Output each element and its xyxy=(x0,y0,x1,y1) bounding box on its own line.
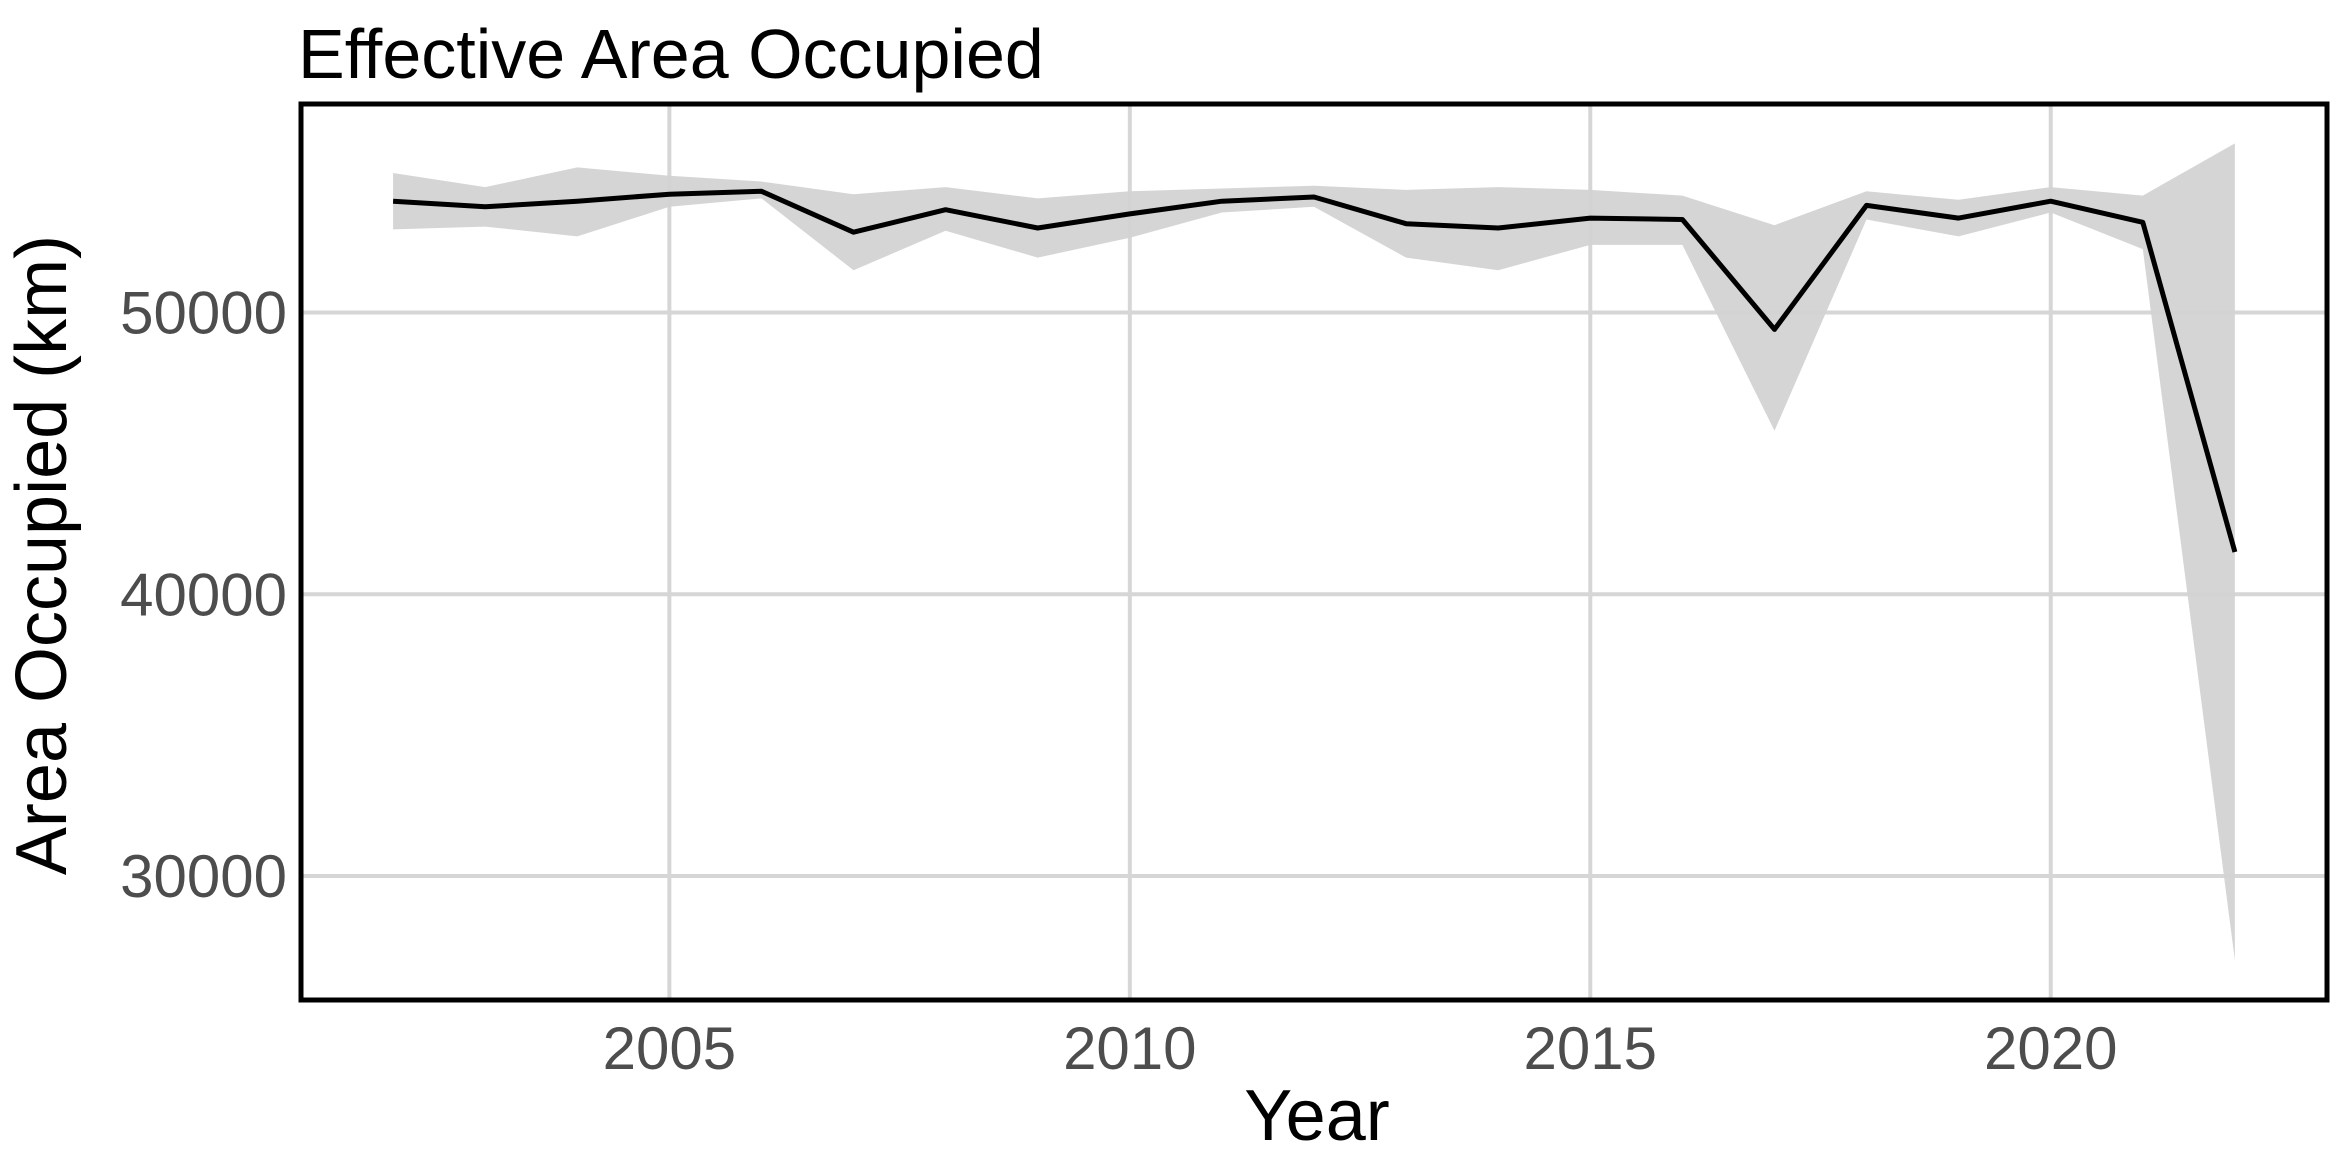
x-axis-label: Year xyxy=(1244,1076,1389,1156)
chart-title: Effective Area Occupied xyxy=(298,15,1044,93)
y-tick-label-40000: 40000 xyxy=(120,561,287,628)
confidence-ribbon xyxy=(393,143,2235,961)
y-tick-label-30000: 30000 xyxy=(120,843,287,910)
series-line xyxy=(392,188,2238,553)
y-axis-label: Area Occupied (km) xyxy=(2,235,82,875)
x-gridlines xyxy=(667,104,2053,1000)
y-tick-label-50000: 50000 xyxy=(120,280,287,347)
x-tick-label-2010: 2010 xyxy=(1063,1015,1196,1082)
y-gridlines xyxy=(301,310,2327,879)
x-tick-labels: 2005 2010 2015 2020 xyxy=(603,1015,2118,1082)
x-tick-label-2015: 2015 xyxy=(1524,1015,1657,1082)
panel-border xyxy=(298,101,2330,1003)
x-tick-label-2005: 2005 xyxy=(603,1015,736,1082)
x-tick-label-2020: 2020 xyxy=(1984,1015,2117,1082)
y-tick-labels: 30000 40000 50000 xyxy=(120,280,287,911)
